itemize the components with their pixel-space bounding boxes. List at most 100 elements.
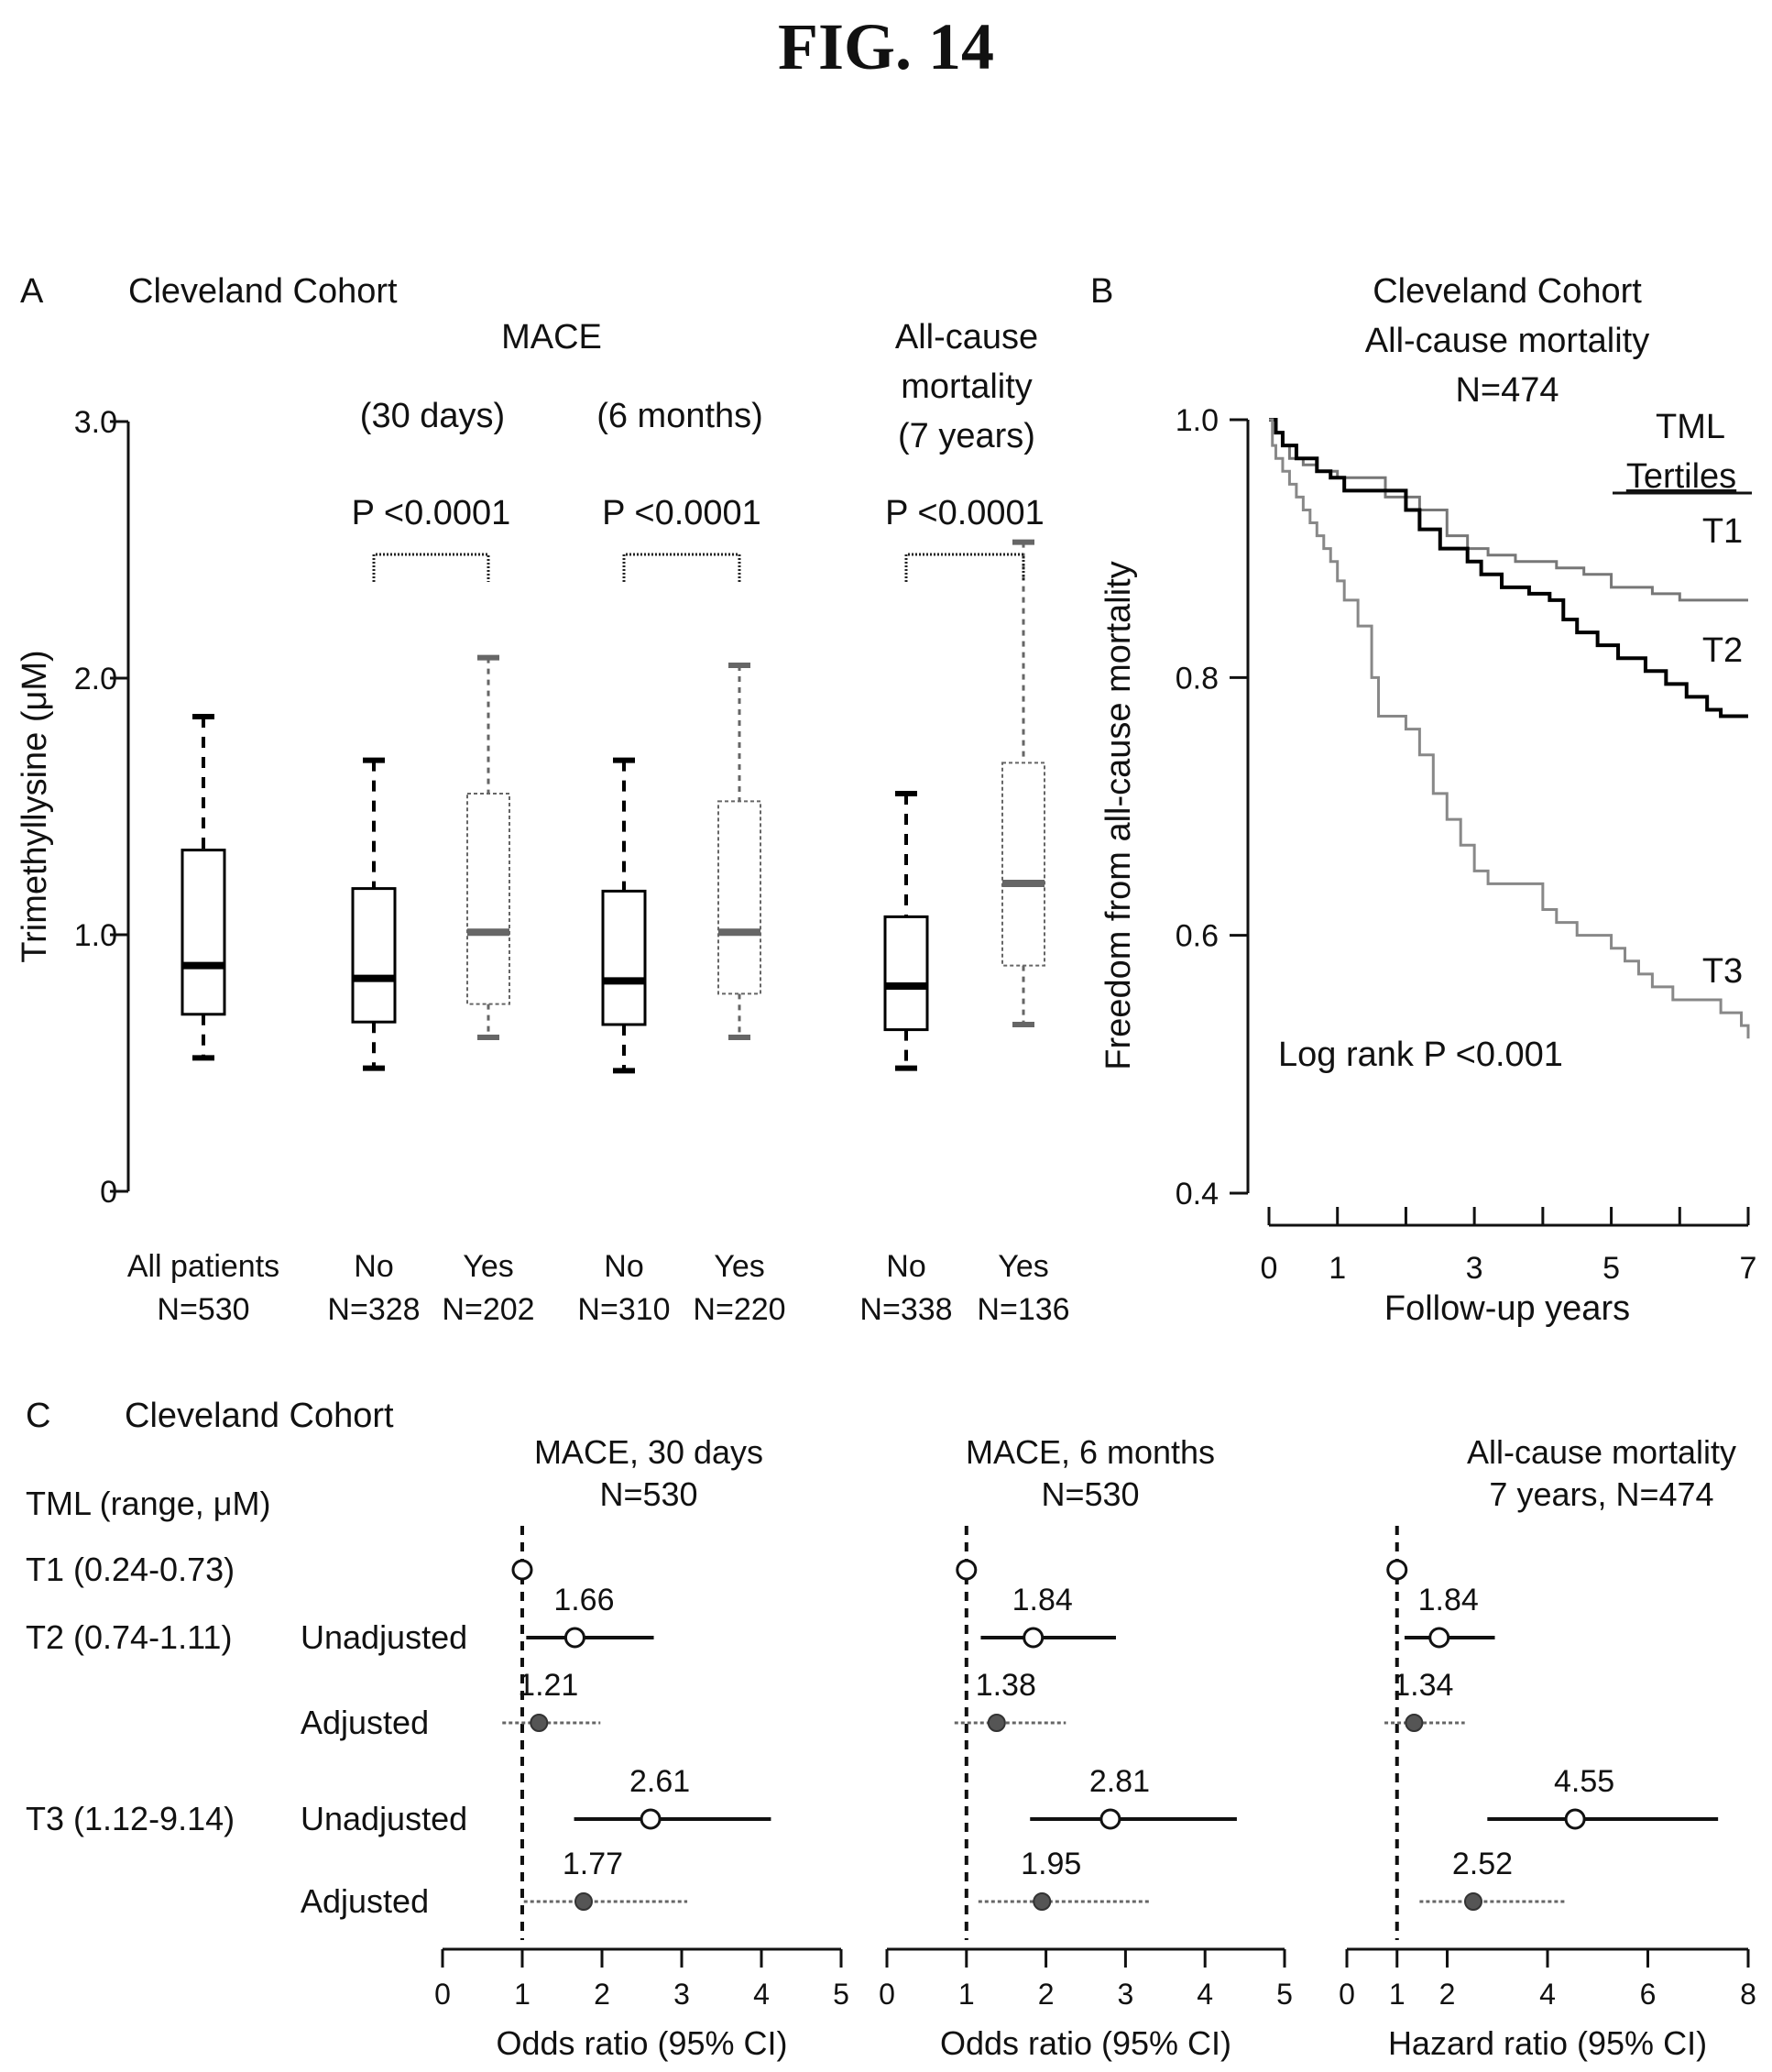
- forest-x-tick-label: 3: [673, 1978, 690, 2011]
- forest-subplot: All-cause mortality 7 years, N=474 0 1 2 4 6 8H…: [1339, 1433, 1756, 2062]
- y-axis-label-b: Freedom from all-cause mortality: [1099, 561, 1138, 1069]
- forest-x-tick-label: 1: [958, 1978, 975, 2011]
- box-iqr: [1001, 762, 1045, 967]
- estimate-label: 1.95: [1021, 1847, 1081, 1881]
- forest-x-tick-label: 6: [1640, 1978, 1657, 2011]
- p-value-label: P <0.0001: [885, 494, 1045, 532]
- box-plot: [883, 791, 929, 1071]
- category-label: No: [354, 1249, 393, 1284]
- row-tertile-label: T1 (0.24-0.73): [26, 1551, 235, 1588]
- row-tertile-label: T3 (1.12-9.14): [26, 1800, 235, 1837]
- estimate-point: [956, 1559, 978, 1581]
- row-model-label: Adjusted: [301, 1704, 429, 1741]
- forest-title-line-2: N=530: [1041, 1475, 1139, 1513]
- box-iqr: [601, 889, 647, 1026]
- estimate-label: 1.77: [563, 1847, 623, 1881]
- forest-x-tick-label: 1: [1389, 1978, 1406, 2011]
- category-n-label: N=530: [157, 1292, 249, 1327]
- category-label: Yes: [463, 1249, 513, 1284]
- estimate-point: [987, 1714, 1006, 1732]
- panel-c-letter: C: [26, 1397, 50, 1435]
- x-tick-label-b: 7: [1740, 1251, 1757, 1286]
- forest-title-line-2: 7 years, N=474: [1489, 1475, 1713, 1513]
- estimate-label: 1.34: [1393, 1668, 1453, 1703]
- panel-a-letter: A: [20, 272, 44, 311]
- estimate-label: 1.21: [518, 1668, 578, 1703]
- forest-x-tick-label: 0: [879, 1978, 895, 2011]
- estimate-label: 1.38: [976, 1668, 1036, 1703]
- category-label: Yes: [714, 1249, 764, 1284]
- estimate-point: [530, 1714, 549, 1732]
- estimate-point: [1564, 1808, 1586, 1830]
- panel-c-row-labels: T1 (0.24-0.73) T2 (0.74-1.11) Unadjusted Ad…: [26, 1551, 467, 1920]
- panel-b: B Cleveland Cohort All-cause mortality N…: [1090, 272, 1756, 1328]
- x-tick-label-b: 1: [1329, 1251, 1346, 1286]
- survival-curve-t3: [1269, 418, 1750, 1039]
- panel-b-title-line-3: N=474: [1455, 371, 1559, 410]
- category-n-label: N=220: [693, 1292, 785, 1327]
- category-n-label: N=338: [859, 1292, 952, 1327]
- figure-title: FIG. 14: [778, 10, 994, 83]
- forest-x-tick-label: 2: [1038, 1978, 1055, 2011]
- forest-x-tick-label: 0: [1339, 1978, 1355, 2011]
- panel-a-axis: 0 1.0 2.0 3.0: [74, 405, 130, 1210]
- group-title-mortality: mortality: [901, 367, 1033, 406]
- estimate-point: [1463, 1892, 1482, 1911]
- forest-x-tick-label: 8: [1740, 1978, 1756, 2011]
- estimate-point: [1428, 1627, 1450, 1649]
- category-label: Yes: [998, 1249, 1048, 1284]
- survival-curve-t1: [1269, 418, 1748, 602]
- panel-b-axis: 0.4 0.6 0.8 1.0 0 1 3 5 7: [1176, 403, 1757, 1286]
- panel-c: C Cleveland Cohort TML (range, μM) T1 (0…: [26, 1397, 1756, 2062]
- estimate-label: 2.81: [1089, 1764, 1150, 1799]
- x-tick-label-b: 0: [1261, 1251, 1278, 1286]
- group-title-mace: MACE: [501, 318, 602, 356]
- x-tick-label-b: 3: [1466, 1251, 1483, 1286]
- series-label-t1: T1: [1702, 512, 1743, 551]
- estimate-label: 1.66: [553, 1583, 614, 1617]
- forest-x-axis-label: Hazard ratio (95% CI): [1388, 2024, 1707, 2062]
- box-iqr: [180, 849, 226, 1016]
- legend-title-line-1: TML: [1656, 408, 1725, 446]
- estimate-point: [1099, 1808, 1121, 1830]
- forest-subplot: MACE, 6 months N=530 0 1 2 3 4 5 Odds ratio (95%…: [879, 1433, 1293, 2062]
- row-model-label: Unadjusted: [301, 1800, 467, 1837]
- row-model-label: Adjusted: [301, 1882, 429, 1920]
- forest-x-tick-label: 0: [434, 1978, 451, 2011]
- group-title-30-days: (30 days): [360, 397, 505, 435]
- forest-x-tick-label: 2: [1439, 1978, 1456, 2011]
- category-label: No: [604, 1249, 643, 1284]
- panel-b-letter: B: [1090, 272, 1113, 311]
- comparison-bracket: [904, 553, 1025, 582]
- box-plot: [717, 663, 761, 1040]
- estimate-point: [1386, 1559, 1408, 1581]
- box-plot: [466, 654, 510, 1040]
- group-title-6-months: (6 months): [596, 397, 763, 435]
- panel-b-title-line-1: Cleveland Cohort: [1373, 272, 1642, 311]
- category-label: No: [886, 1249, 925, 1284]
- forest-title-line-1: MACE, 30 days: [534, 1433, 763, 1471]
- forest-x-tick-label: 3: [1118, 1978, 1134, 2011]
- box-plot: [180, 714, 226, 1061]
- panel-a-categories: All patients N=530 No N=328 Yes N=202 No N=310 Y…: [127, 1249, 1070, 1327]
- p-value-label: P <0.0001: [352, 494, 511, 532]
- panel-a-brackets: P <0.0001 P <0.0001 P <0.0001: [352, 494, 1045, 582]
- forest-subplot: MACE, 30 days N=530 0 1 2 3 4 5 Odds ratio (95% …: [434, 1433, 849, 2062]
- x-axis-label-b: Follow-up years: [1384, 1289, 1630, 1328]
- panel-a-boxes: [180, 539, 1045, 1074]
- series-label-t2: T2: [1702, 631, 1743, 670]
- box-plot: [1001, 539, 1045, 1027]
- estimate-label: 2.61: [629, 1764, 690, 1799]
- y-tick-label: 1.0: [74, 918, 117, 953]
- box-plot: [351, 757, 397, 1071]
- y-tick-label: 3.0: [74, 405, 117, 440]
- estimate-label: 1.84: [1012, 1583, 1073, 1617]
- forest-x-tick-label: 4: [753, 1978, 770, 2011]
- category-n-label: N=310: [577, 1292, 670, 1327]
- estimate-label: 1.84: [1418, 1583, 1479, 1617]
- panel-c-title: Cleveland Cohort: [125, 1397, 394, 1435]
- legend-title-line-2: Tertiles: [1626, 457, 1736, 496]
- estimate-point: [1405, 1714, 1424, 1732]
- forest-x-tick-label: 5: [1276, 1978, 1293, 2011]
- y-tick-label-b: 0.4: [1176, 1177, 1219, 1211]
